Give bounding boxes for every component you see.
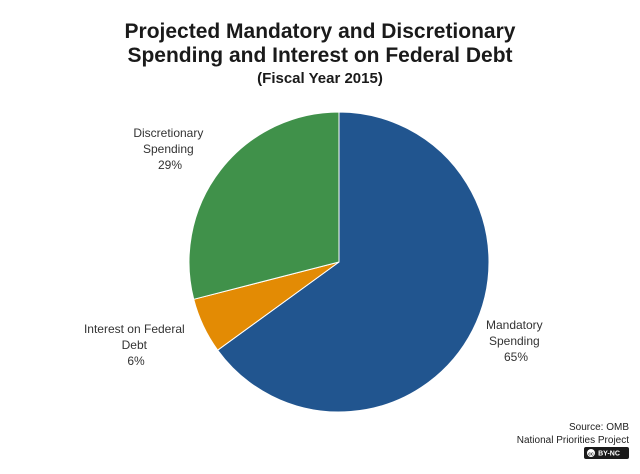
pie-slices xyxy=(188,111,490,413)
svg-text:cc: cc xyxy=(588,451,594,457)
pie-slice-discretionary xyxy=(188,111,340,300)
slice-label-interest: Interest on Federal Debt 6% xyxy=(84,322,188,368)
chart-subtitle: (Fiscal Year 2015) xyxy=(257,70,383,87)
chart-title-line-1: Projected Mandatory and Discretionary xyxy=(125,20,516,43)
source-line-2: National Priorities Project xyxy=(517,435,629,446)
cc-badge-text: BY-NC xyxy=(598,451,620,458)
creative-commons-icon: cc xyxy=(586,448,596,458)
slice-labels: Mandatory Spending 65% Interest on Feder… xyxy=(84,126,546,368)
pie-slice-mandatory xyxy=(216,111,490,413)
slice-label-mandatory: Mandatory Spending 65% xyxy=(486,318,546,364)
cc-license-badge: cc BY-NC xyxy=(584,447,629,459)
chart-title-line-2: Spending and Interest on Federal Debt xyxy=(127,44,512,67)
source-line-1: Source: OMB xyxy=(569,422,629,433)
slice-label-discretionary: Discretionary Spending 29% xyxy=(133,126,206,172)
